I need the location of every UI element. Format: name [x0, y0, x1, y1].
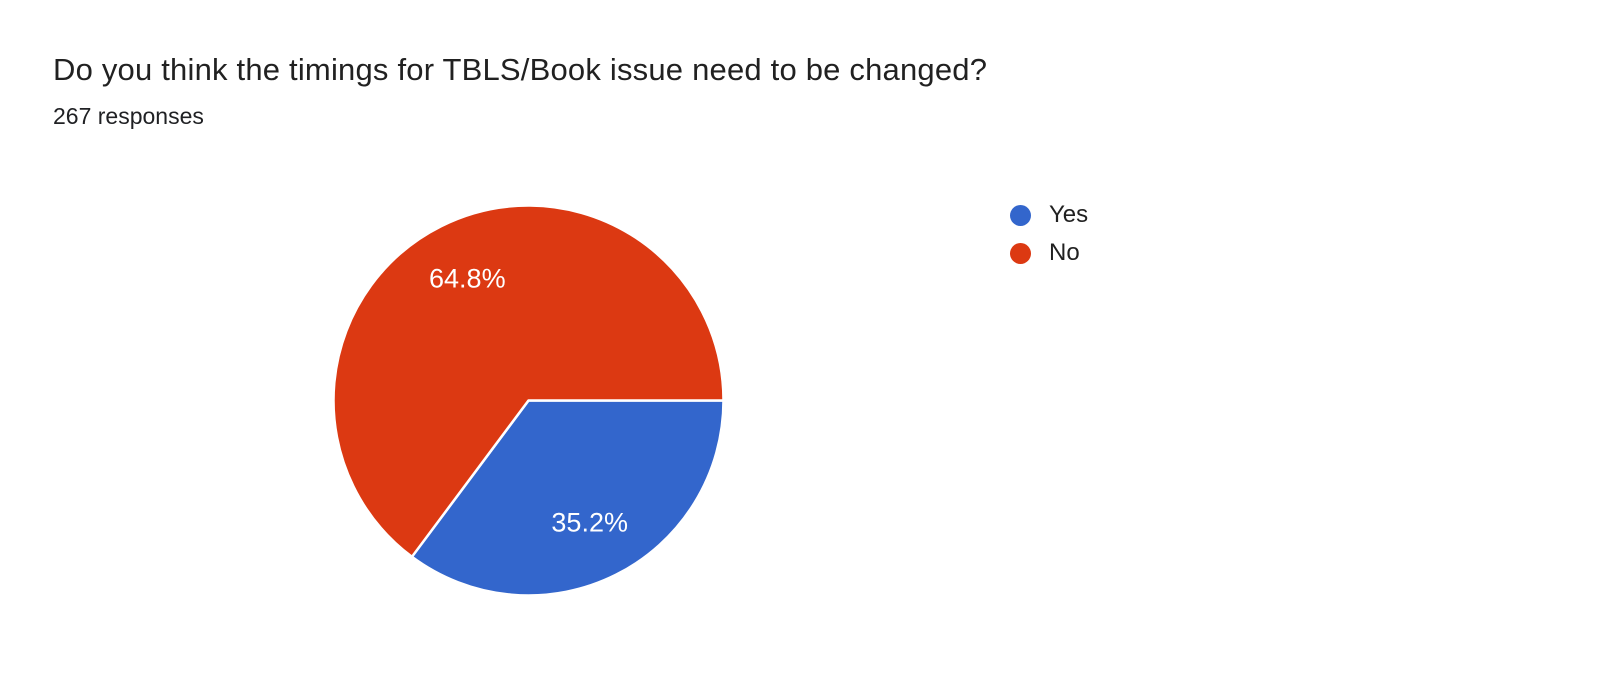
chart-legend: Yes No	[1010, 201, 1088, 267]
legend-swatch-circle-icon	[1010, 204, 1031, 226]
legend-item-yes: Yes	[1010, 201, 1088, 229]
legend-label: Yes	[1049, 201, 1089, 228]
legend-item-no: No	[1010, 239, 1088, 267]
pie-slice-label-no: 64.8%	[429, 264, 506, 294]
pie-slice-label-yes: 35.2%	[551, 508, 628, 538]
pie-slice-yes[interactable]	[410, 399, 725, 597]
response-count: 267 responses	[53, 103, 204, 129]
question-title: Do you think the timings for TBLS/Book i…	[53, 52, 988, 87]
legend-label: No	[1049, 239, 1080, 266]
pie-chart-area: 35.2% 64.8%	[331, 203, 726, 598]
legend-swatch-circle-icon	[1010, 242, 1031, 264]
pie-chart: 35.2% 64.8%	[332, 204, 725, 597]
pie-slice-no[interactable]	[332, 204, 725, 559]
